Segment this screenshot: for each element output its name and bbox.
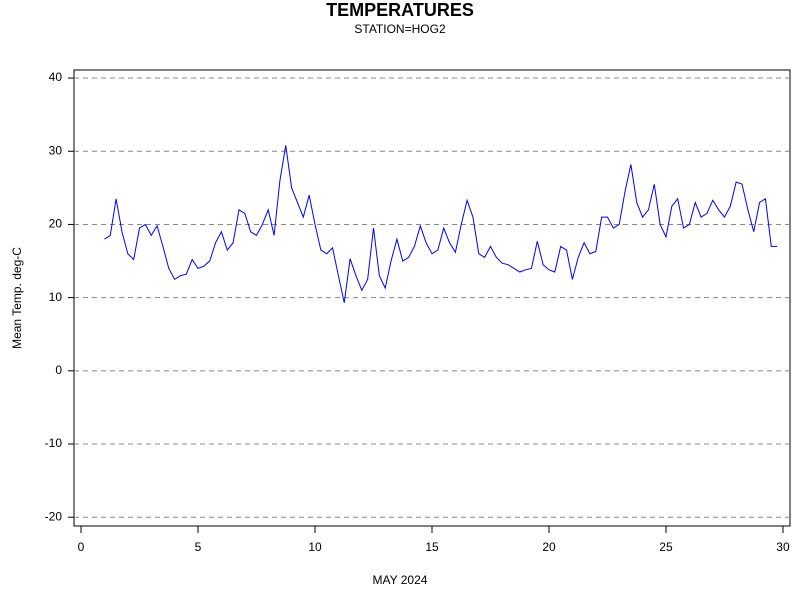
- chart-title: TEMPERATURES: [326, 0, 474, 20]
- data-line: [104, 145, 778, 303]
- x-tick-label: 30: [776, 540, 790, 554]
- y-tick-label: 30: [49, 143, 63, 157]
- y-tick-label: 40: [49, 70, 63, 84]
- x-axis-label: MAY 2024: [373, 573, 428, 587]
- x-tick-label: 5: [195, 540, 202, 554]
- x-tick-label: 10: [308, 540, 322, 554]
- y-tick-label: -20: [45, 509, 63, 523]
- chart-subtitle: STATION=HOG2: [354, 22, 446, 36]
- y-tick-label: -10: [45, 436, 63, 450]
- plot-frame: [73, 69, 791, 527]
- x-tick-label: 25: [659, 540, 673, 554]
- x-tick-label: 0: [78, 540, 85, 554]
- x-tick-label: 20: [542, 540, 556, 554]
- y-tick-label: 10: [49, 290, 63, 304]
- x-tick-label: 15: [425, 540, 439, 554]
- y-axis-label: Mean Temp. deg-C: [10, 247, 24, 349]
- y-tick-label: 20: [49, 217, 63, 231]
- y-tick-label: 0: [55, 363, 62, 377]
